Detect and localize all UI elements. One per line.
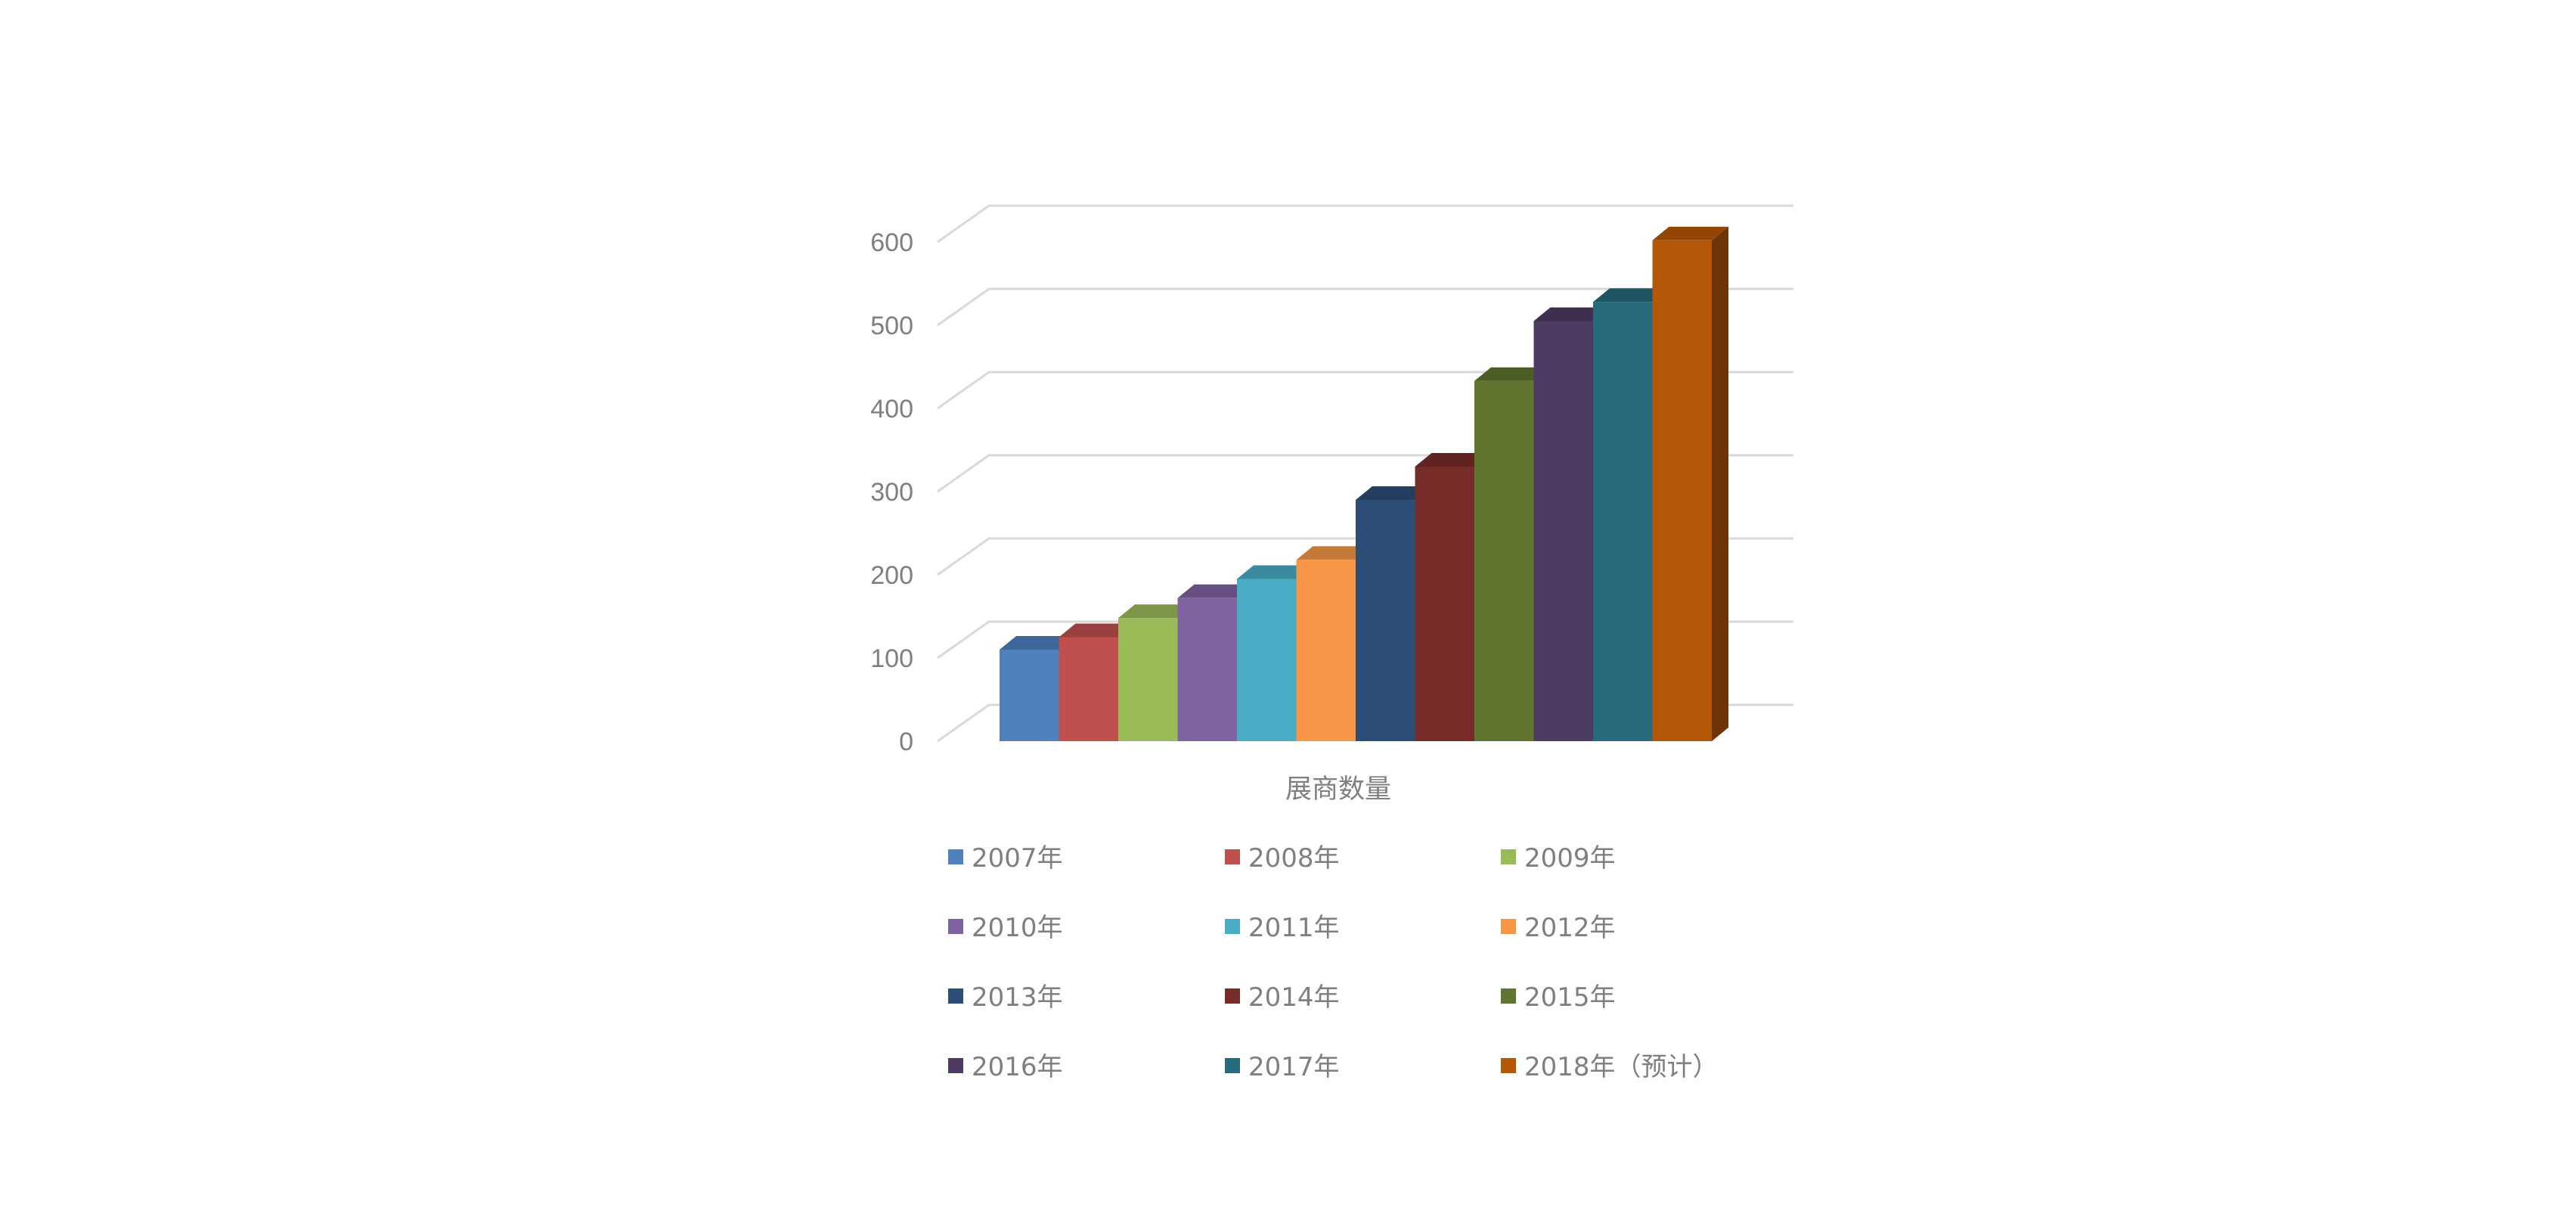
bar-top xyxy=(1356,486,1432,500)
legend-swatch xyxy=(948,919,963,934)
legend-swatch xyxy=(948,849,963,864)
legend-swatch xyxy=(1225,919,1240,934)
y-tick-label: 600 xyxy=(870,228,913,257)
legend-label: 2015年 xyxy=(1524,982,1616,1013)
bar-side xyxy=(1712,226,1728,741)
bar-top xyxy=(1118,604,1195,619)
y-tick-label: 300 xyxy=(870,478,913,507)
category-label: 展商数量 xyxy=(1285,774,1391,805)
bar-top xyxy=(1059,623,1135,638)
legend-swatch xyxy=(1501,919,1516,934)
bar-top xyxy=(1296,546,1372,560)
legend-label: 2018年（预计） xyxy=(1524,1052,1719,1082)
y-tick-label: 500 xyxy=(870,312,913,340)
bar-front xyxy=(1177,597,1237,741)
bar-top xyxy=(1593,288,1669,303)
y-axis-tick-labels: 0 100 200 300 400 500 600 xyxy=(870,228,913,756)
bar-top xyxy=(1415,453,1491,467)
legend-item: 2011年 xyxy=(1225,913,1340,943)
bar-top xyxy=(1533,307,1610,321)
bar-front xyxy=(1593,302,1653,741)
legend-item: 2018年（预计） xyxy=(1501,1052,1719,1082)
legend-item: 2012年 xyxy=(1501,913,1616,943)
y-tick-label: 200 xyxy=(870,561,913,590)
legend-item: 2015年 xyxy=(1501,982,1616,1013)
legend-swatch xyxy=(948,988,963,1004)
legend-label: 2016年 xyxy=(972,1052,1063,1082)
bar-front xyxy=(1652,240,1712,741)
legend-item: 2013年 xyxy=(948,982,1063,1013)
y-tick-label: 400 xyxy=(870,395,913,424)
legend-label: 2012年 xyxy=(1524,913,1616,943)
legend-label: 2010年 xyxy=(972,913,1063,943)
bar-front xyxy=(1000,650,1059,741)
bar-front xyxy=(1059,637,1118,741)
legend-item: 2014年 xyxy=(1225,982,1340,1013)
legend-label: 2017年 xyxy=(1248,1052,1340,1082)
bar-front xyxy=(1533,321,1593,741)
bar-top xyxy=(1652,226,1728,241)
legend-swatch xyxy=(1225,849,1240,864)
legend-swatch xyxy=(948,1058,963,1073)
bar-front xyxy=(1118,618,1178,741)
bars xyxy=(1000,226,1728,741)
legend-label: 2007年 xyxy=(972,843,1063,874)
bar-front xyxy=(1474,380,1534,741)
bar-front xyxy=(1296,560,1356,741)
legend-item: 2007年 xyxy=(948,843,1063,874)
bar-front xyxy=(1356,500,1415,741)
legend-item: 2008年 xyxy=(1225,843,1340,874)
legend-swatch xyxy=(1225,988,1240,1004)
legend-swatch xyxy=(1501,1058,1516,1073)
legend-label: 2013年 xyxy=(972,982,1063,1013)
legend-swatch xyxy=(1225,1058,1240,1073)
legend: 2007年 2008年 2009年 2010年 2011年 2012年 2013年 2014年… xyxy=(948,843,1719,1082)
gridline xyxy=(937,287,1793,327)
legend-label: 2011年 xyxy=(1248,913,1340,943)
legend-swatch xyxy=(1501,988,1516,1004)
legend-item: 2010年 xyxy=(948,913,1063,943)
legend-label: 2009年 xyxy=(1524,843,1616,874)
bar-front xyxy=(1237,579,1297,741)
legend-item: 2016年 xyxy=(948,1052,1063,1082)
bar-top xyxy=(1000,636,1076,650)
legend-label: 2014年 xyxy=(1248,982,1340,1013)
y-tick-label: 100 xyxy=(870,644,913,673)
legend-item: 2017年 xyxy=(1225,1052,1340,1082)
bar-top xyxy=(1474,367,1551,381)
bar-top xyxy=(1177,584,1254,598)
legend-label: 2008年 xyxy=(1248,843,1340,874)
bar xyxy=(1652,226,1728,741)
legend-swatch xyxy=(1501,849,1516,864)
y-tick-label: 0 xyxy=(899,728,913,756)
bar-front xyxy=(1415,467,1474,741)
gridlines xyxy=(937,204,1793,743)
legend-item: 2009年 xyxy=(1501,843,1616,874)
bar-top xyxy=(1237,565,1313,579)
gridline xyxy=(937,204,1793,244)
